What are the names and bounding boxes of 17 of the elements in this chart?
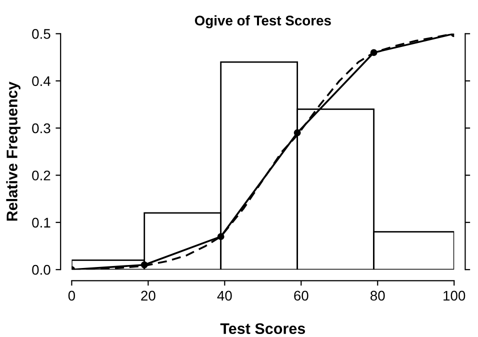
point (294, 129, 301, 136)
y-tick-label: 0.5 (32, 29, 50, 39)
chart-title: Ogive of Test Scores (194, 15, 331, 28)
x-tick-label: 0 (68, 290, 76, 301)
x-tick-label: 80 (370, 290, 385, 301)
y-tick-label: 0.1 (32, 218, 50, 228)
x-tick-label: 100 (444, 290, 466, 301)
y-tick-label: 0.4 (32, 76, 50, 86)
y-axis-title: Relative Frequency (6, 82, 20, 221)
x-tick-label: 20 (141, 290, 156, 301)
x-axis-title: Test Scores (220, 323, 306, 334)
x-tick-label: 40 (217, 290, 232, 301)
y-tick-label: 0.2 (32, 170, 50, 180)
y-tick-label: 0.3 (32, 123, 50, 134)
x-tick-label: 60 (294, 290, 308, 301)
y-tick-label: 0.0 (32, 264, 50, 275)
point (217, 233, 224, 240)
